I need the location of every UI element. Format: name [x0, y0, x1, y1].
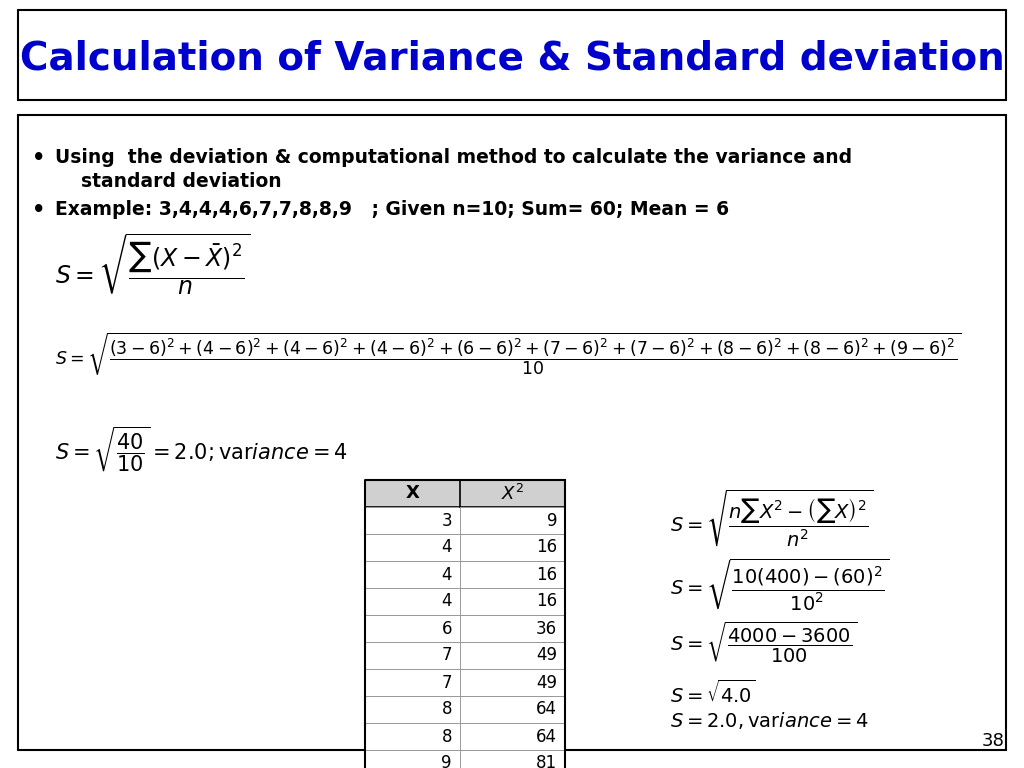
Text: 64: 64 — [536, 727, 557, 746]
Text: $S = 2.0, \mathrm{var}iance = 4$: $S = 2.0, \mathrm{var}iance = 4$ — [670, 710, 868, 731]
Bar — [365, 696, 565, 723]
Text: 4: 4 — [441, 592, 452, 611]
Text: standard deviation: standard deviation — [55, 172, 282, 191]
Text: $X^2$: $X^2$ — [501, 483, 524, 504]
Text: X: X — [406, 485, 420, 502]
Text: $S = \sqrt{\dfrac{40}{10}} = 2.0; \mathrm{var}iance = 4$: $S = \sqrt{\dfrac{40}{10}} = 2.0; \mathr… — [55, 425, 348, 475]
Text: 6: 6 — [441, 620, 452, 637]
Text: 16: 16 — [536, 592, 557, 611]
Text: 49: 49 — [536, 647, 557, 664]
Bar — [365, 615, 565, 642]
Text: $S = \sqrt{\dfrac{\sum(X - \bar{X})^2}{n}}$: $S = \sqrt{\dfrac{\sum(X - \bar{X})^2}{n… — [55, 232, 251, 298]
Text: $S = \sqrt{\dfrac{10(400) - (60)^2}{10^2}}$: $S = \sqrt{\dfrac{10(400) - (60)^2}{10^2… — [670, 557, 889, 614]
Bar — [365, 480, 565, 768]
Text: 4: 4 — [441, 538, 452, 557]
Text: $S = \sqrt{\dfrac{(3-6)^2+(4-6)^2+(4-6)^2+(4-6)^2+(6-6)^2+(7-6)^2+(7-6)^2+(8-6)^: $S = \sqrt{\dfrac{(3-6)^2+(4-6)^2+(4-6)^… — [55, 330, 962, 377]
Text: Example: 3,4,4,4,6,7,7,8,8,9   ; Given n=10; Sum= 60; Mean = 6: Example: 3,4,4,4,6,7,7,8,8,9 ; Given n=1… — [55, 200, 729, 219]
Text: $S = \sqrt{4.0}$: $S = \sqrt{4.0}$ — [670, 680, 756, 707]
Text: •: • — [32, 148, 45, 168]
Text: 3: 3 — [441, 511, 452, 529]
Bar — [365, 534, 565, 561]
Text: 16: 16 — [536, 565, 557, 584]
Text: $S = \sqrt{\dfrac{n\sum X^2 - \left(\sum X\right)^2}{n^2}}$: $S = \sqrt{\dfrac{n\sum X^2 - \left(\sum… — [670, 488, 873, 549]
Text: 4: 4 — [441, 565, 452, 584]
Text: 9: 9 — [547, 511, 557, 529]
Text: 8: 8 — [441, 700, 452, 719]
Text: •: • — [32, 200, 45, 220]
Text: 36: 36 — [536, 620, 557, 637]
Text: 16: 16 — [536, 538, 557, 557]
Text: 49: 49 — [536, 674, 557, 691]
Bar — [365, 750, 565, 768]
Text: Using  the deviation & computational method to calculate the variance and: Using the deviation & computational meth… — [55, 148, 852, 167]
Bar — [365, 561, 565, 588]
Text: 9: 9 — [441, 754, 452, 768]
Bar — [365, 588, 565, 615]
Text: 81: 81 — [536, 754, 557, 768]
Text: 8: 8 — [441, 727, 452, 746]
Bar — [365, 723, 565, 750]
Text: 7: 7 — [441, 647, 452, 664]
Text: 38: 38 — [982, 732, 1005, 750]
Text: 7: 7 — [441, 674, 452, 691]
Bar — [18, 115, 1006, 750]
Bar — [18, 10, 1006, 100]
Text: $S = \sqrt{\dfrac{4000 - 3600}{100}}$: $S = \sqrt{\dfrac{4000 - 3600}{100}}$ — [670, 620, 857, 665]
Bar — [365, 507, 565, 534]
Bar — [365, 669, 565, 696]
Text: Calculation of Variance & Standard deviation: Calculation of Variance & Standard devia… — [19, 39, 1005, 77]
Bar — [365, 642, 565, 669]
Bar — [365, 480, 565, 507]
Text: 64: 64 — [536, 700, 557, 719]
